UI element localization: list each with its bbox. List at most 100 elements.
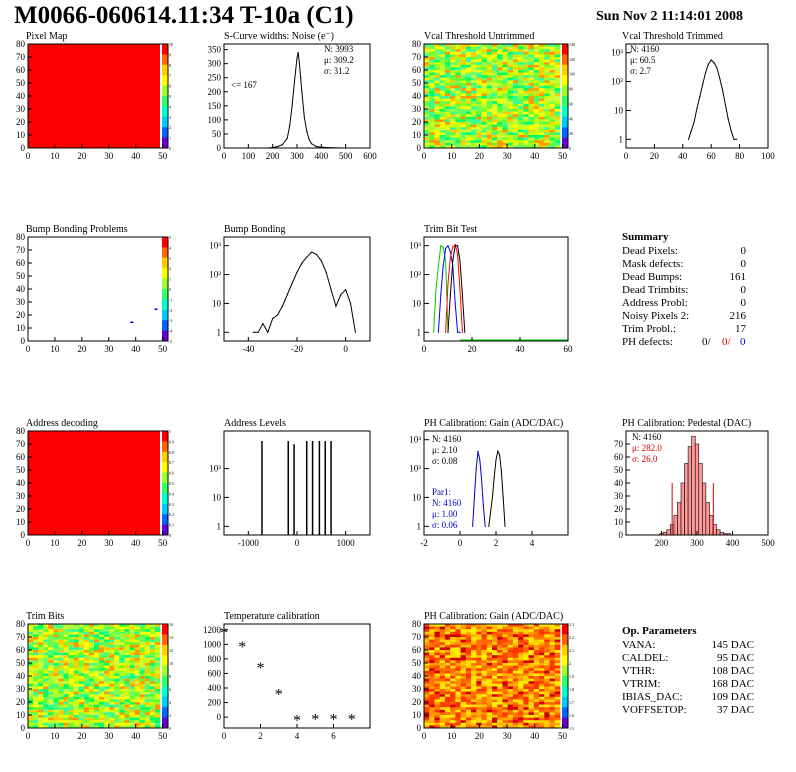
heatmap-cell bbox=[486, 647, 493, 651]
heatmap-cell bbox=[455, 88, 462, 92]
heatmap-cell bbox=[502, 707, 509, 711]
heatmap-cell bbox=[549, 631, 556, 635]
heatmap-cell bbox=[33, 696, 39, 700]
heatmap-cell bbox=[486, 668, 493, 672]
heatmap-cell bbox=[476, 51, 482, 55]
data-point bbox=[445, 260, 447, 262]
heatmap-cell bbox=[88, 689, 95, 692]
heatmap-cell bbox=[455, 650, 462, 653]
heatmap-cell bbox=[549, 96, 556, 99]
heatmap-cell bbox=[119, 634, 125, 638]
heatmap-cell bbox=[528, 80, 535, 84]
y-tick-label: 10 bbox=[412, 710, 422, 720]
heatmap-cell bbox=[549, 119, 556, 123]
heatmap-cell bbox=[444, 707, 451, 711]
panel-title-ph-gain: PH Calibration: Gain (ADC/DAC) bbox=[424, 418, 563, 429]
heatmap-cell bbox=[43, 691, 49, 695]
heatmap-cell bbox=[533, 681, 540, 685]
heatmap-cell bbox=[471, 624, 477, 627]
heatmap-cell bbox=[554, 137, 561, 141]
heatmap-cell bbox=[471, 665, 477, 669]
heatmap-cell bbox=[476, 111, 482, 115]
heatmap-cell bbox=[502, 668, 509, 672]
heatmap-cell bbox=[450, 709, 456, 713]
heatmap-cell bbox=[38, 699, 44, 703]
heatmap-cell bbox=[450, 715, 456, 718]
heatmap-cell bbox=[549, 652, 556, 656]
heatmap-cell bbox=[43, 681, 49, 685]
heatmap-cell bbox=[554, 720, 561, 724]
heatmap-cell bbox=[444, 647, 451, 651]
heatmap-cell bbox=[460, 67, 467, 71]
heatmap-cell bbox=[523, 691, 530, 695]
heatmap-cell bbox=[144, 673, 151, 677]
data-point bbox=[300, 77, 302, 79]
heatmap-cell bbox=[88, 663, 95, 666]
heatmap-cell bbox=[512, 96, 519, 99]
heatmap-cell bbox=[486, 676, 493, 679]
heatmap-cell bbox=[429, 668, 435, 672]
y-tick-label: 10³ bbox=[611, 48, 623, 58]
heatmap-cell bbox=[434, 83, 441, 86]
x-tick-label: 20 bbox=[468, 344, 478, 354]
heatmap-cell bbox=[486, 129, 493, 133]
heatmap-cell bbox=[549, 51, 556, 55]
x-tick-label: 40 bbox=[131, 538, 141, 548]
data-point bbox=[267, 331, 269, 333]
heatmap-cell bbox=[492, 62, 498, 66]
heatmap-cell bbox=[481, 686, 488, 690]
heatmap-cell bbox=[528, 57, 535, 60]
heatmap-cell bbox=[124, 694, 130, 698]
colorbar-tick-label: -2 bbox=[169, 308, 172, 313]
heatmap-cell bbox=[134, 624, 141, 627]
heatmap-cell bbox=[486, 109, 493, 112]
heatmap-cell bbox=[486, 132, 493, 136]
y-tick-label: 40 bbox=[412, 671, 422, 681]
heatmap-cell bbox=[455, 64, 462, 68]
heatmap-cell bbox=[533, 51, 540, 55]
heatmap-cell bbox=[119, 673, 125, 677]
heatmap-cell bbox=[58, 629, 64, 633]
heatmap-cell bbox=[63, 678, 70, 682]
colorbar-segment bbox=[162, 116, 168, 128]
heatmap-cell bbox=[512, 639, 519, 643]
plot-frame bbox=[27, 236, 169, 342]
heatmap-cell bbox=[48, 644, 54, 648]
heatmap-cell bbox=[549, 124, 556, 128]
heatmap-cell bbox=[471, 670, 477, 674]
heatmap-cell bbox=[497, 75, 503, 79]
heatmap-cell bbox=[533, 72, 540, 76]
heatmap-cell bbox=[549, 624, 556, 627]
colorbar-tick-label: 2.2 bbox=[569, 635, 574, 640]
heatmap-cell bbox=[554, 634, 561, 638]
heatmap-cell bbox=[465, 702, 472, 705]
heatmap-cell bbox=[497, 64, 503, 68]
heatmap-cell bbox=[28, 712, 34, 716]
panel-title-bump-bonding: Bump Bonding bbox=[224, 224, 285, 235]
heatmap-cell bbox=[424, 145, 430, 149]
heatmap-cell bbox=[497, 135, 503, 138]
x-tick-label: 40 bbox=[530, 731, 540, 741]
heatmap-cell bbox=[450, 702, 456, 705]
heatmap-cell bbox=[43, 707, 49, 711]
heatmap-cell bbox=[109, 678, 115, 682]
heatmap-cell bbox=[439, 140, 446, 144]
heatmap-cell bbox=[99, 681, 105, 685]
heatmap-cell bbox=[481, 85, 488, 89]
heatmap-cell bbox=[439, 668, 446, 672]
heatmap-cell bbox=[507, 681, 514, 685]
heatmap-cell bbox=[544, 634, 550, 638]
heatmap-cell bbox=[549, 54, 556, 58]
colorbar-tick-label: 0.9 bbox=[169, 439, 174, 444]
heatmap-cell bbox=[83, 629, 90, 633]
heatmap-cell bbox=[439, 686, 446, 690]
heatmap-cell bbox=[129, 652, 136, 656]
heatmap-cell bbox=[94, 624, 100, 627]
heatmap-cell bbox=[109, 650, 115, 653]
heatmap-cell bbox=[518, 663, 524, 666]
heatmap-cell bbox=[455, 54, 462, 58]
heatmap-cell bbox=[28, 650, 34, 653]
heatmap-cell bbox=[99, 644, 105, 648]
